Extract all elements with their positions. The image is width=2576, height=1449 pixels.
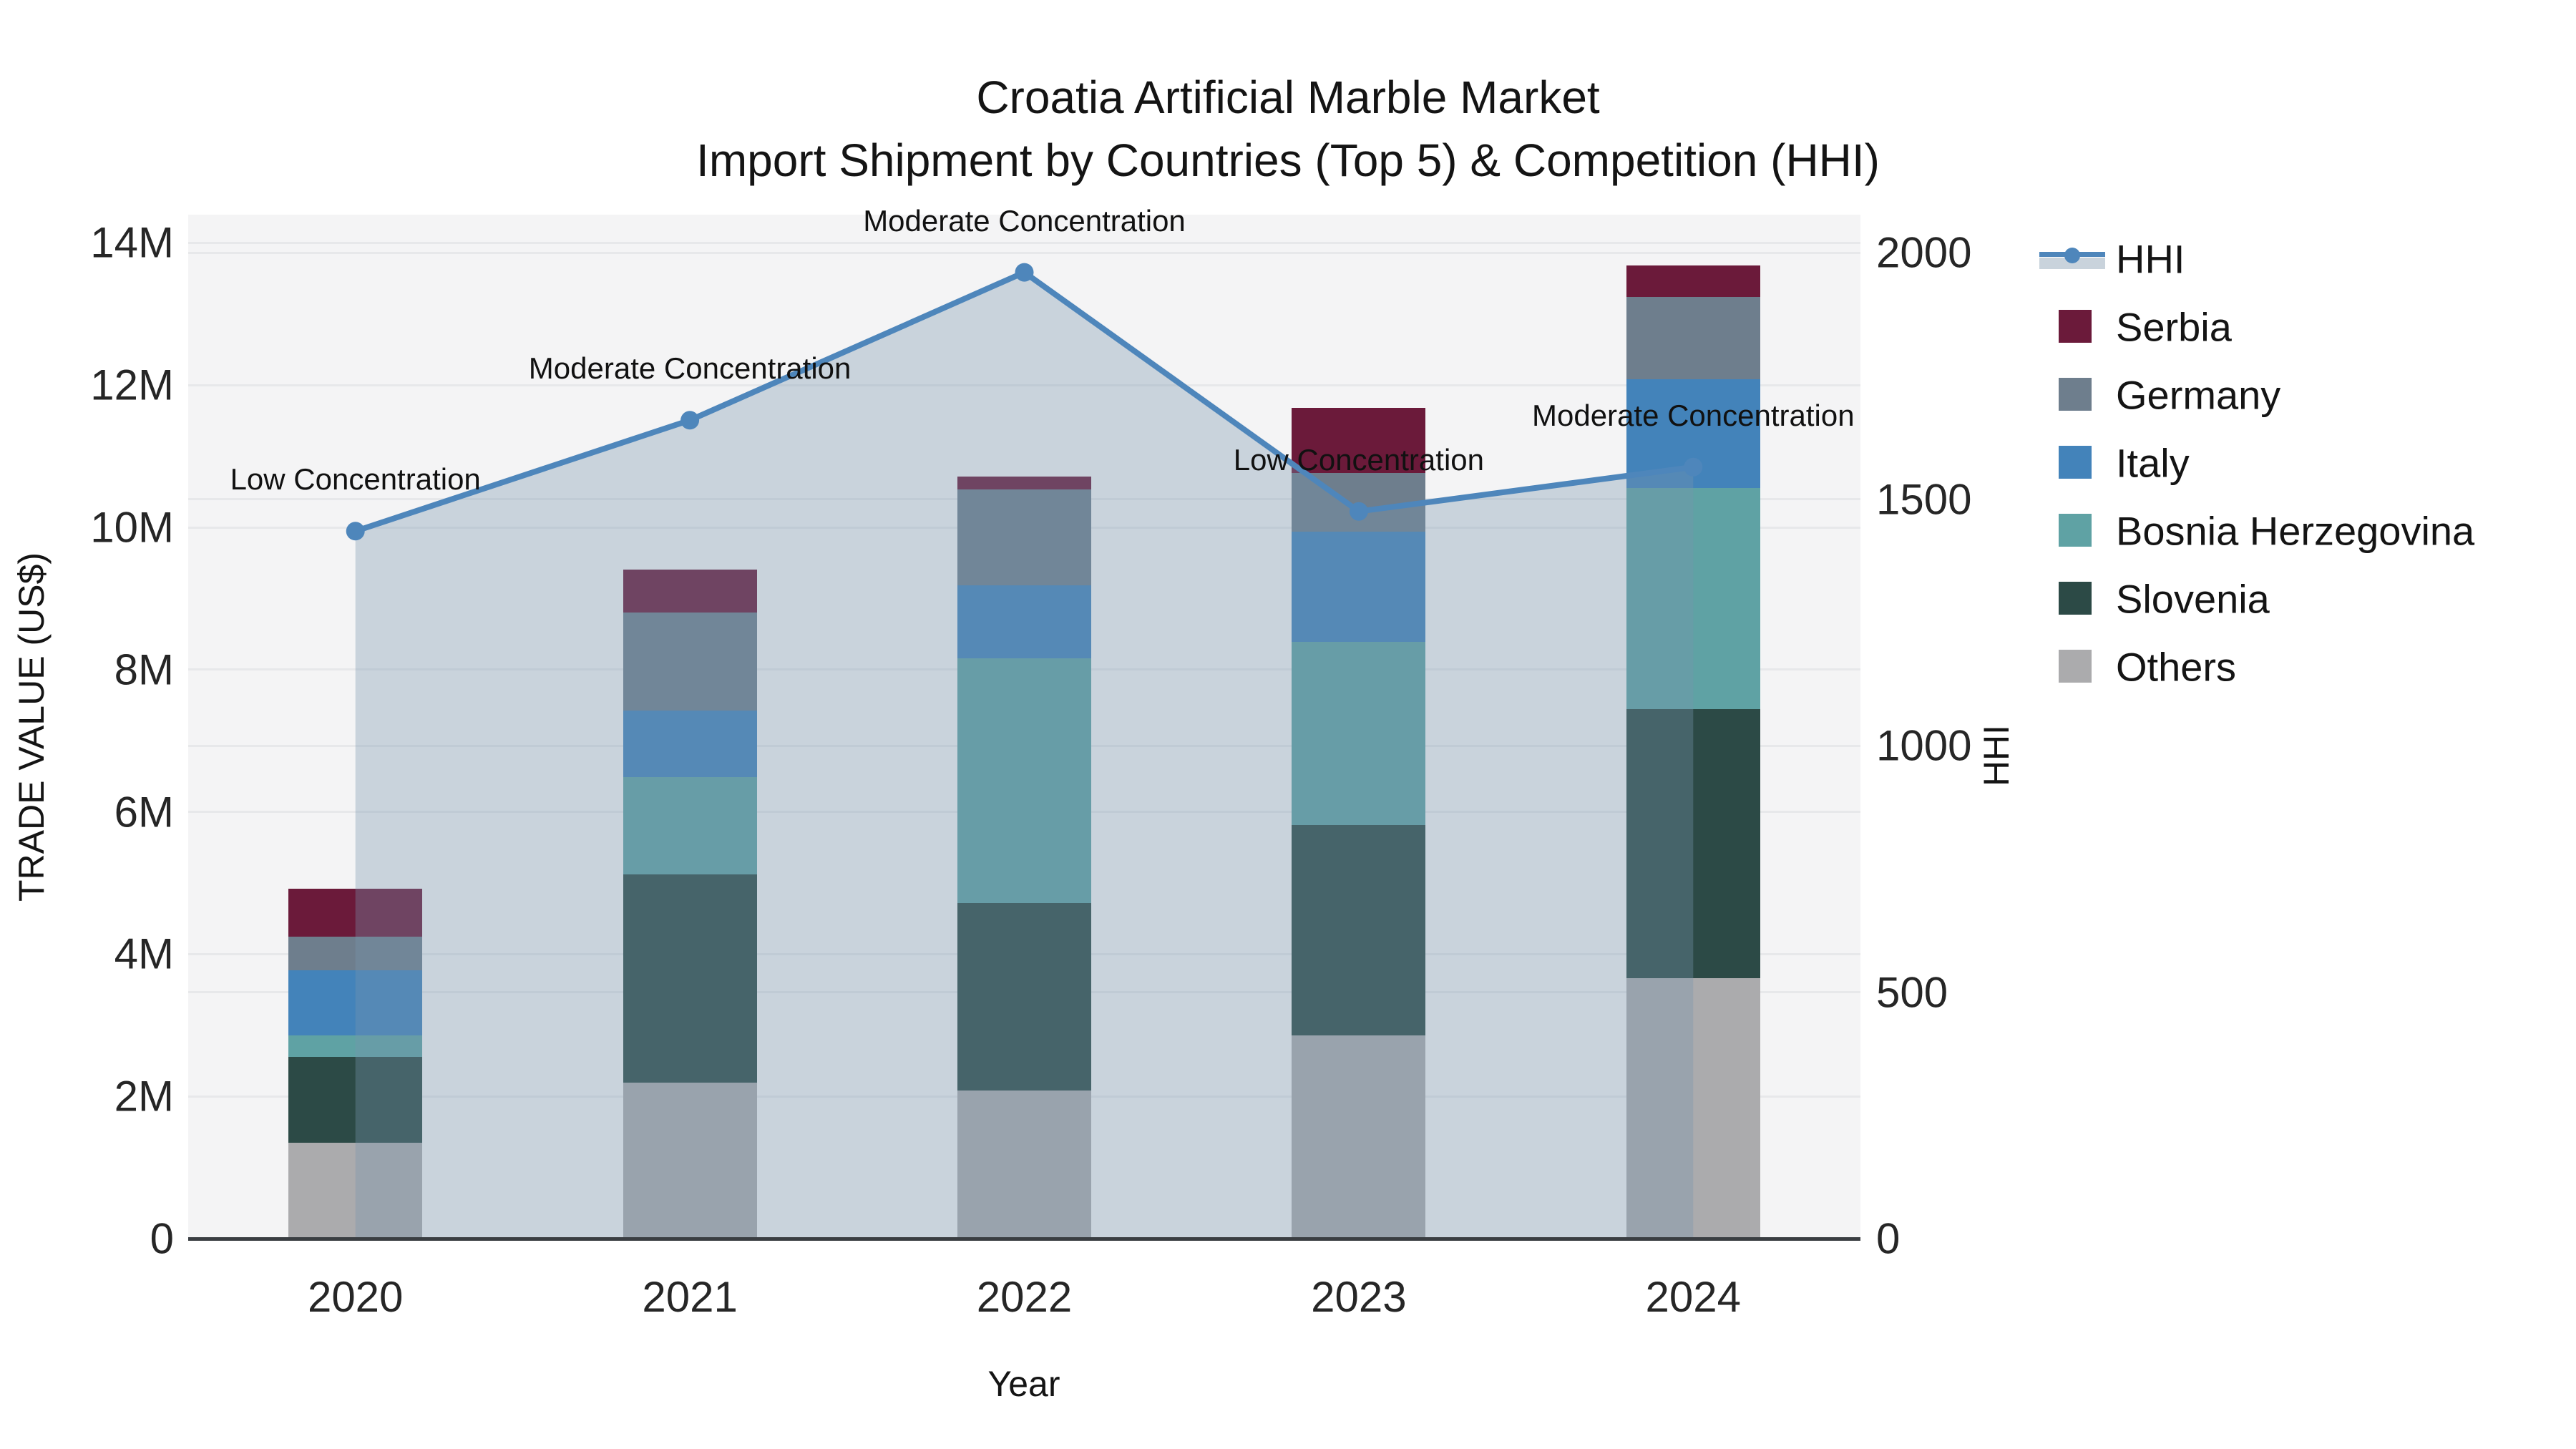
legend-label-serbia: Serbia [2116,304,2232,349]
bar-2023-italy [1292,531,1426,643]
xtick-2023: 2023 [1311,1273,1407,1321]
ytick-right-500: 500 [1876,968,1948,1016]
ytick-left-0: 0 [150,1214,174,1263]
annotation-2020: Low Concentration [230,462,481,497]
ytick-left-12M: 12M [90,361,174,409]
x-axis-line [188,1237,1860,1241]
hhi-marker-2020 [346,522,365,541]
bar-2022-slovenia [957,902,1091,1091]
plot-area: Low Concentration Moderate Concentration M… [188,204,1860,1239]
bar-2020-others [288,1142,423,1239]
legend-label-others: Others [2116,644,2237,689]
bar-2021-serbia [623,569,757,613]
hhi-marker-2022 [1015,263,1034,282]
hhi-area-line-overlay [346,263,1703,1239]
y-axis-right-title: HHI [1976,724,2016,787]
bar-2024-slovenia [1626,709,1760,979]
bar-2024-germany [1626,296,1760,380]
legend-hhi-line-icon [2039,248,2105,269]
bar-2023-others [1292,1035,1426,1239]
annotation-2024: Moderate Concentration [1531,398,1855,432]
bar-2020-italy [288,970,423,1035]
legend-label-bosnia-herzegovina: Bosnia Herzegovina [2116,508,2475,553]
legend-swatch-germany [2059,378,2092,411]
y-axis-left-title: TRADE VALUE (US$) [11,552,52,902]
bar-2021-bosnia-herzegovina [623,776,757,875]
bar-2021-germany [623,613,757,711]
annotation-2021: Moderate Concentration [528,351,852,386]
hhi-marker-2021 [680,411,700,430]
bar-2022-italy [957,585,1091,658]
bar-2020-bosnia-herzegovina [288,1035,423,1057]
legend-label-slovenia: Slovenia [2116,576,2270,621]
legend-label-germany: Germany [2116,372,2281,417]
hhi-marker-2024 [1684,457,1703,477]
chart-title-line-1: Croatia Artificial Marble Market [976,72,1600,123]
legend-swatch-italy [2059,446,2092,479]
legend-swatch-bosnia-herzegovina [2059,514,2092,547]
bar-2022-others [957,1091,1091,1239]
xtick-2021: 2021 [642,1273,738,1321]
annotation-2023: Low Concentration [1233,442,1484,477]
xtick-2020: 2020 [307,1273,404,1321]
legend-swatch-others [2059,650,2092,683]
gridline-hhi-2000 [188,251,1860,254]
xtick-2022: 2022 [976,1273,1073,1321]
bar-2020-serbia [288,888,423,937]
hhi-marker-2023 [1349,502,1368,521]
bar-2024-serbia [1626,265,1760,297]
hhi-area-fill [355,272,1694,1239]
bar-2022-serbia [957,477,1091,490]
legend-swatch-slovenia [2059,582,2092,615]
bar-2021-slovenia [623,874,757,1083]
chart-title-line-2: Import Shipment by Countries (Top 5) & C… [696,135,1880,186]
ytick-left-10M: 10M [90,503,174,552]
gridline-trade-12M [188,384,1860,386]
bar-2023-slovenia [1292,824,1426,1035]
legend-swatch-serbia [2059,310,2092,343]
x-axis-title: Year [987,1364,1060,1404]
bar-2023-bosnia-herzegovina [1292,642,1426,825]
legend-label-italy: Italy [2116,440,2190,485]
ytick-left-6M: 6M [114,788,174,836]
xtick-2024: 2024 [1645,1273,1742,1321]
ytick-right-2000: 2000 [1876,228,1972,277]
bar-2023-serbia [1292,408,1426,474]
bar-2024-others [1626,978,1760,1239]
annotation-2022: Moderate Concentration [863,203,1186,238]
bar-2024-bosnia-herzegovina [1626,488,1760,710]
legend-label-hhi: HHI [2116,236,2185,281]
ytick-left-8M: 8M [114,645,174,694]
bar-2022-bosnia-herzegovina [957,658,1091,903]
bar-2022-germany [957,489,1091,585]
ytick-right-1000: 1000 [1876,721,1972,770]
bar-2020-slovenia [288,1056,423,1143]
ytick-left-4M: 4M [114,930,174,978]
chart-title: Croatia Artificial Marble Market Import … [0,66,2576,192]
ytick-right-0: 0 [1876,1214,1901,1263]
ytick-left-14M: 14M [90,218,174,267]
bar-2020-germany [288,936,423,971]
bar-2021-others [623,1083,757,1239]
ytick-right-1500: 1500 [1876,475,1972,523]
gridline-trade-14M [188,241,1860,244]
bar-2021-italy [623,711,757,777]
ytick-left-2M: 2M [114,1072,174,1121]
